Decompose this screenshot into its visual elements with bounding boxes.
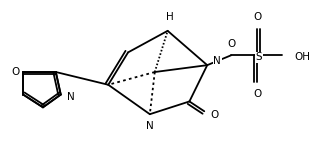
Text: O: O [253,89,262,99]
Text: S: S [255,52,262,62]
Text: OH: OH [294,52,310,62]
Text: O: O [210,110,218,120]
Text: O: O [253,12,262,22]
Text: N: N [67,92,75,102]
Text: O: O [228,39,236,49]
Text: N: N [146,121,154,131]
Text: O: O [11,67,19,77]
Text: H: H [166,12,173,22]
Text: N: N [213,56,221,66]
